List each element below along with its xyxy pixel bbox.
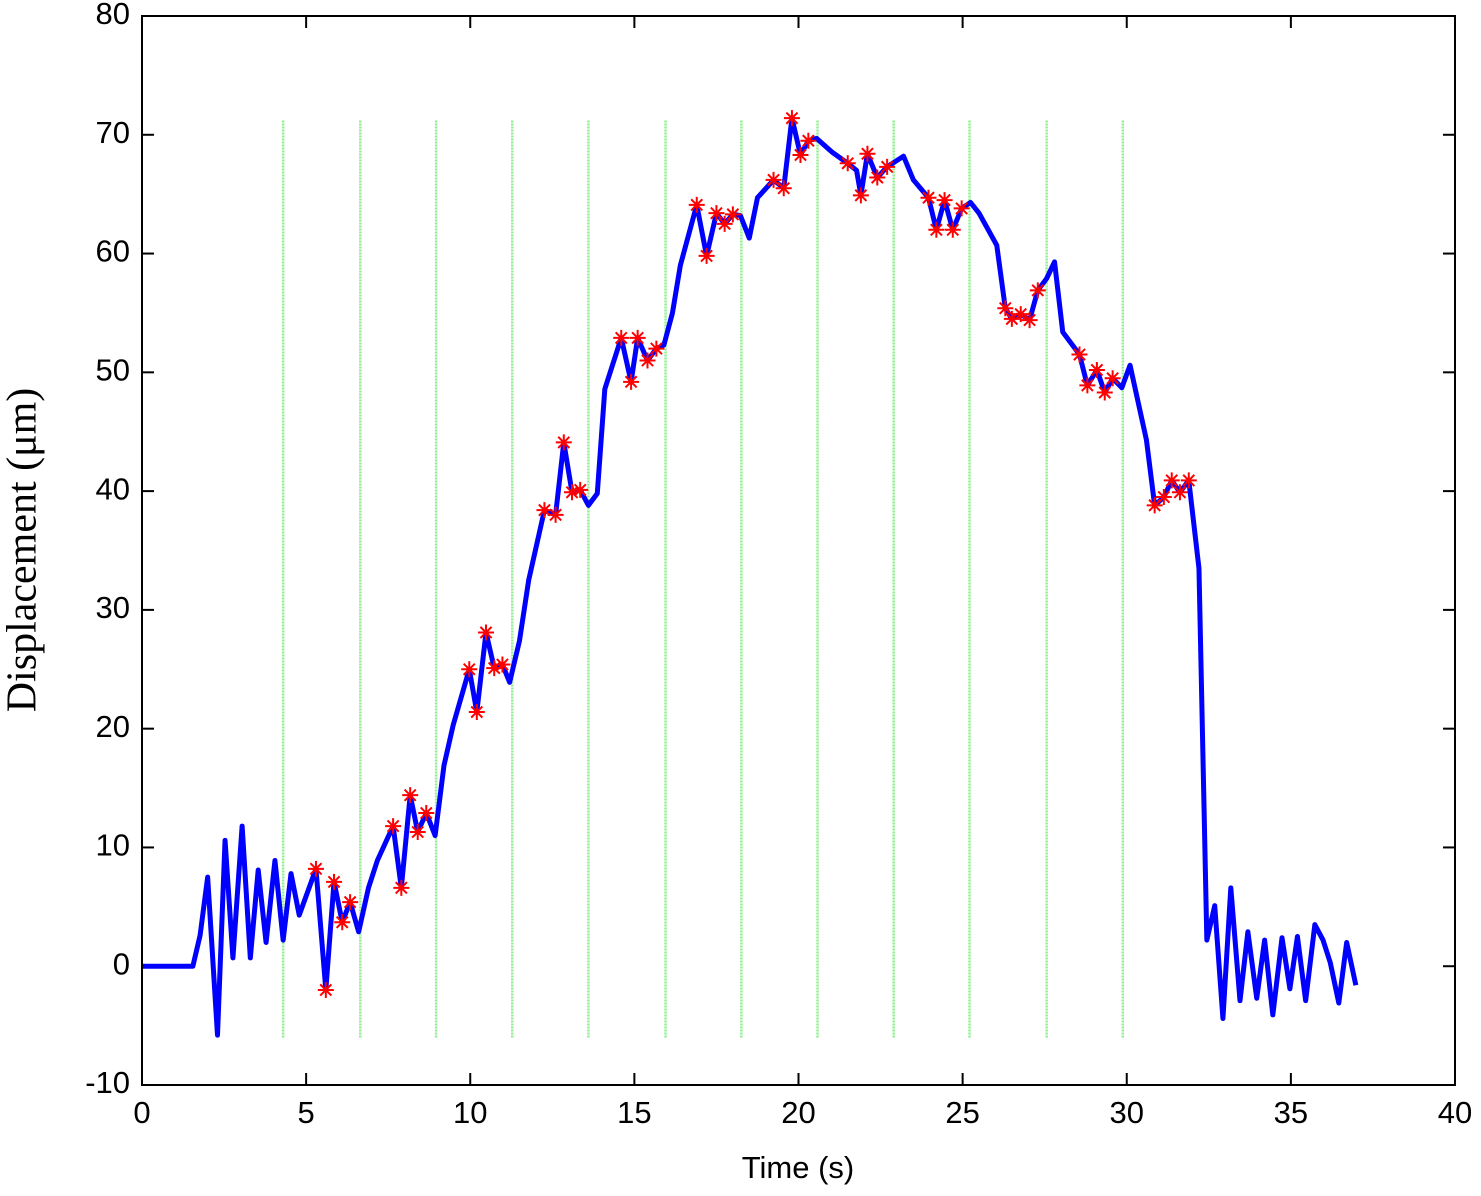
y-tick-label: 50 — [96, 353, 130, 388]
data-marker — [1163, 472, 1180, 489]
x-tick-label: 35 — [1274, 1095, 1308, 1130]
x-tick-label: 0 — [133, 1095, 150, 1130]
data-marker — [775, 180, 792, 197]
data-marker — [1021, 312, 1038, 329]
data-marker — [928, 221, 945, 238]
data-marker — [1012, 306, 1029, 323]
data-marker — [555, 434, 572, 451]
x-tick-label: 25 — [945, 1095, 979, 1130]
data-marker — [698, 247, 715, 264]
data-marker — [997, 300, 1014, 317]
x-tick-label: 20 — [781, 1095, 815, 1130]
y-tick-label: -10 — [85, 1065, 130, 1100]
data-marker — [393, 879, 410, 896]
data-marker — [486, 660, 503, 677]
data-marker — [716, 215, 733, 232]
data-marker — [461, 661, 478, 678]
data-marker — [564, 484, 581, 501]
x-tick-label: 15 — [617, 1095, 651, 1130]
data-marker — [688, 196, 705, 213]
data-marker — [418, 804, 435, 821]
y-tick-label: 80 — [96, 0, 130, 31]
y-tick-label: 30 — [96, 590, 130, 625]
y-tick-label: 70 — [96, 115, 130, 150]
data-marker — [317, 981, 334, 998]
plot-frame — [141, 15, 1456, 1086]
data-marker — [1146, 497, 1163, 514]
data-marker — [944, 221, 961, 238]
data-line — [142, 115, 1359, 1038]
x-tick-label: 30 — [1110, 1095, 1144, 1130]
data-marker — [1104, 370, 1121, 387]
data-marker — [1003, 310, 1020, 327]
data-marker — [478, 624, 495, 641]
data-marker — [613, 329, 630, 346]
y-tick-label: 10 — [96, 828, 130, 863]
data-marker — [936, 192, 953, 209]
data-marker — [547, 506, 564, 523]
x-tick-label: 40 — [1438, 1095, 1472, 1130]
x-axis-label: Time (s) — [742, 1150, 855, 1185]
data-marker — [783, 110, 800, 127]
data-marker — [494, 656, 511, 673]
data-marker — [307, 860, 324, 877]
data-marker — [629, 329, 646, 346]
data-marker — [334, 914, 351, 931]
data-marker — [1088, 361, 1105, 378]
data-marker — [724, 206, 741, 223]
x-tick-label: 5 — [298, 1095, 315, 1130]
data-marker — [859, 145, 876, 162]
data-marker — [1155, 489, 1172, 506]
data-marker — [1029, 282, 1046, 299]
data-marker — [792, 146, 809, 163]
x-tick-label: 10 — [453, 1095, 487, 1130]
data-marker — [953, 200, 970, 217]
data-marker — [639, 352, 656, 369]
data-marker — [572, 481, 589, 498]
y-tick-label: 60 — [96, 234, 130, 269]
data-marker — [536, 502, 553, 519]
y-tick-label: 40 — [96, 471, 130, 506]
data-marker — [920, 189, 937, 206]
data-marker — [879, 158, 896, 175]
data-marker — [326, 873, 343, 890]
data-marker — [765, 171, 782, 188]
y-tick-label: 20 — [96, 709, 130, 744]
data-marker — [342, 894, 359, 911]
data-marker — [1096, 384, 1113, 401]
data-marker — [1180, 472, 1197, 489]
data-marker — [623, 373, 640, 390]
data-marker — [648, 340, 665, 357]
data-marker — [1079, 377, 1096, 394]
data-marker — [800, 132, 817, 149]
data-marker — [385, 818, 402, 835]
data-marker — [869, 169, 886, 186]
data-marker — [1171, 484, 1188, 501]
data-marker — [1071, 346, 1088, 363]
data-marker — [402, 787, 419, 804]
data-marker — [409, 824, 426, 841]
y-axis-label: Displacement (μm) — [0, 388, 46, 713]
data-marker — [708, 205, 725, 222]
data-marker — [839, 155, 856, 172]
data-marker — [468, 704, 485, 721]
data-marker — [852, 187, 869, 204]
y-tick-label: 0 — [113, 946, 130, 981]
